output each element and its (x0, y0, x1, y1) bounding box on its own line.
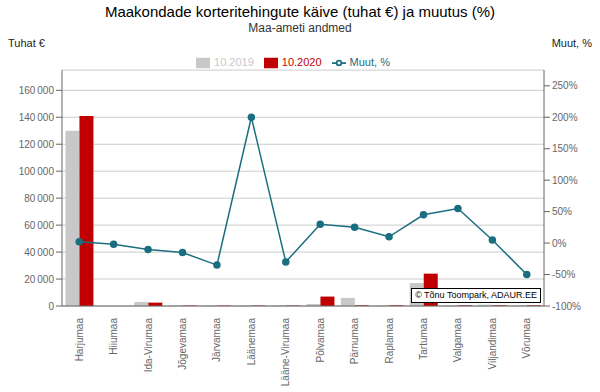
svg-text:140 000: 140 000 (19, 112, 55, 123)
svg-text:-100%: -100% (552, 301, 581, 312)
svg-text:-50%: -50% (552, 269, 575, 280)
svg-text:100%: 100% (552, 175, 578, 186)
svg-text:Võrumaa: Võrumaa (521, 318, 532, 359)
svg-text:250%: 250% (552, 80, 578, 91)
svg-text:20 000: 20 000 (24, 274, 54, 285)
svg-text:0%: 0% (552, 238, 567, 249)
svg-text:Valgamaa: Valgamaa (452, 318, 463, 363)
svg-text:Põlvamaa: Põlvamaa (315, 318, 326, 363)
svg-text:Harjumaa: Harjumaa (74, 318, 85, 362)
html-text:Maa-ameti andmed: Maa-ameti andmed (248, 21, 352, 35)
svg-text:Viljandimaa: Viljandimaa (487, 318, 498, 370)
html-text:10.2019: 10.2019 (214, 56, 254, 68)
svg-text:Jõgevamaa: Jõgevamaa (177, 318, 188, 370)
html-text:Muut, %: Muut, % (349, 56, 390, 68)
svg-text:150%: 150% (552, 143, 578, 154)
svg-text:0: 0 (48, 301, 54, 312)
svg-text:160 000: 160 000 (19, 85, 55, 96)
html-text:Maakondade korteritehingute kä: Maakondade korteritehingute käive (tuhat… (104, 3, 496, 20)
svg-text:Tartumaa: Tartumaa (418, 318, 429, 360)
svg-text:80 000: 80 000 (24, 193, 54, 204)
svg-text:100 000: 100 000 (19, 166, 55, 177)
svg-text:Raplamaa: Raplamaa (384, 318, 395, 364)
svg-text:40 000: 40 000 (24, 247, 54, 258)
svg-text:200%: 200% (552, 112, 578, 123)
html-text:Muut, %: Muut, % (551, 37, 592, 49)
svg-text:Hiiumaa: Hiiumaa (108, 318, 119, 355)
svg-text:Lääne-Virumaa: Lääne-Virumaa (280, 318, 291, 387)
svg-text:120 000: 120 000 (19, 139, 55, 150)
svg-text:Ida-Virumaa: Ida-Virumaa (143, 318, 154, 373)
svg-text:50%: 50% (552, 206, 572, 217)
html-text:© Tõnu Toompark, ADAUR.EE: © Tõnu Toompark, ADAUR.EE (415, 290, 537, 300)
svg-text:Läänemaa: Läänemaa (246, 318, 257, 366)
svg-text:60 000: 60 000 (24, 220, 54, 231)
svg-text:Järvamaa: Järvamaa (211, 318, 222, 362)
html-text:Tuhat €: Tuhat € (8, 37, 45, 49)
html-text:10.2020: 10.2020 (281, 56, 322, 68)
svg-text:Pärnumaa: Pärnumaa (349, 318, 360, 365)
